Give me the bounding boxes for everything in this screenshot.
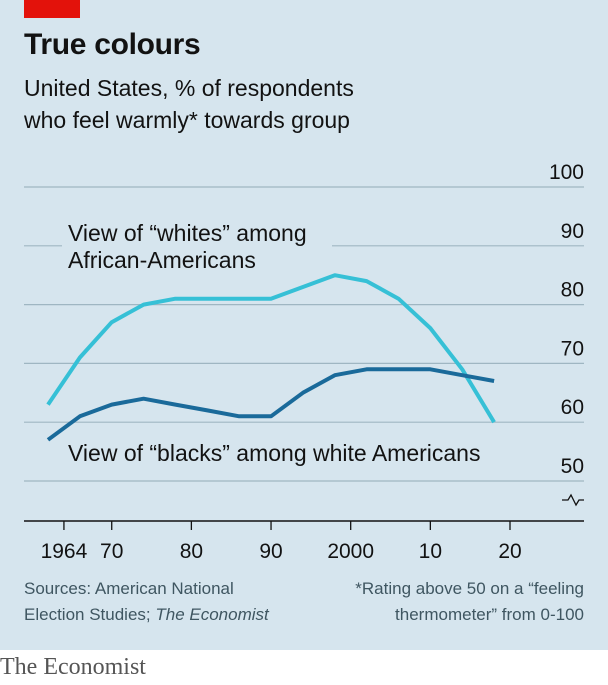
sources-line-2: Election Studies; The Economist [24, 602, 269, 628]
brand-wordmark: The Economist [0, 654, 146, 680]
sources-italic: The Economist [155, 605, 269, 624]
y-tick-label-90: 90 [561, 220, 584, 243]
chart-subtitle: United States, % of respondents who feel… [24, 72, 584, 136]
footnote: *Rating above 50 on a “feeling thermomet… [355, 576, 584, 628]
line-chart: 50 60 70 80 90 100 1964 70 80 90 2000 10 20 View of… [24, 161, 584, 563]
series-line-blacks [46, 367, 495, 442]
y-tick-label-70: 70 [561, 337, 584, 360]
footnote-line-1: *Rating above 50 on a “feeling [355, 579, 584, 598]
x-axis: 1964 70 80 90 2000 10 20 [24, 520, 584, 563]
series-label-blacks: View of “blacks” among white Americans [68, 440, 480, 466]
x-tick-label-2020: 20 [498, 540, 521, 563]
x-tick-label-1990: 90 [259, 540, 282, 563]
sources-line-2-text: Election Studies; [24, 605, 156, 624]
axis-break-icon [562, 493, 584, 507]
chart-panel [0, 0, 608, 650]
y-tick-label-50: 50 [561, 455, 584, 478]
chart-title: True colours [24, 28, 201, 61]
series-line-whites [46, 273, 496, 424]
y-tick-label-100: 100 [549, 161, 584, 184]
subtitle-line-1: United States, % of respondents [24, 75, 354, 101]
x-tick-label-1970: 70 [100, 540, 123, 563]
sources-note: Sources: American National Election Stud… [24, 576, 269, 628]
subtitle-line-2: who feel warmly* towards group [24, 107, 350, 133]
x-tick-label-1964: 1964 [41, 540, 88, 563]
x-tick-label-1980: 80 [180, 540, 203, 563]
series-lines [46, 273, 496, 442]
series-label-whites-line-2: African-Americans [68, 247, 256, 273]
gridlines [24, 186, 584, 507]
y-tick-label-80: 80 [561, 279, 584, 302]
y-axis-tick-labels: 50 60 70 80 90 100 [549, 161, 584, 478]
series-label-mask [62, 214, 332, 274]
y-tick-label-60: 60 [561, 396, 584, 419]
series-label-whites-line-1: View of “whites” among [68, 220, 307, 246]
sources-line-1: Sources: American National [24, 579, 234, 598]
brand-red-tag [24, 0, 80, 18]
footnote-line-2: thermometer” from 0-100 [395, 605, 584, 624]
x-tick-label-2000: 2000 [327, 540, 374, 563]
x-tick-label-2010: 10 [419, 540, 442, 563]
